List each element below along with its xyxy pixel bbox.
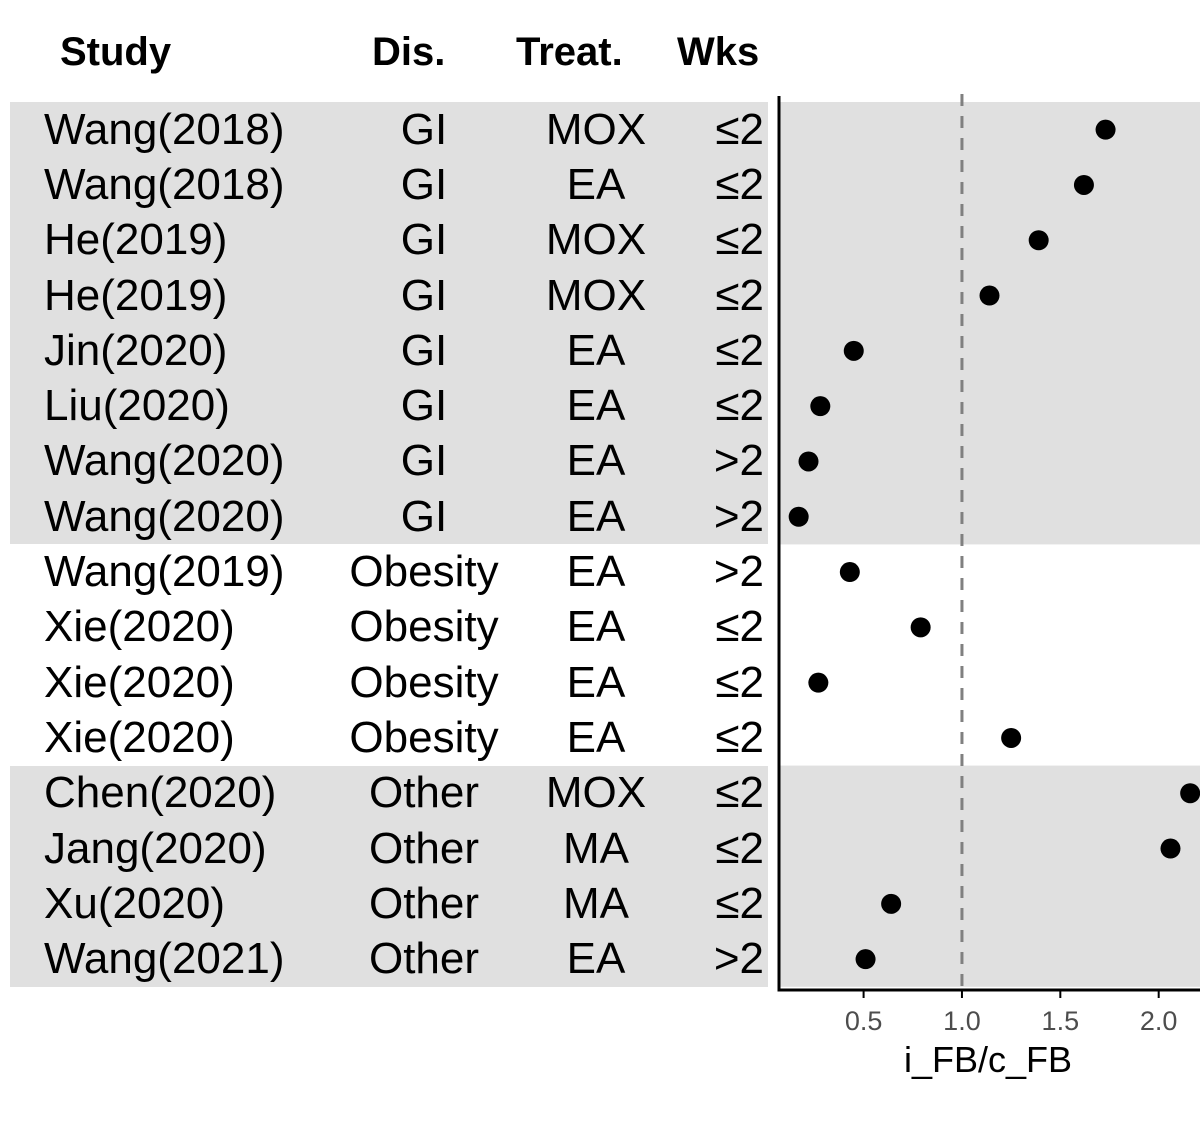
treatment-cell: EA [566,491,626,541]
weeks-cell: ≤2 [715,657,764,707]
study-cell: He(2019) [44,215,228,265]
study-cell: Wang(2018) [44,159,285,209]
header-treatment: Treat. [516,30,623,74]
treatment-cell: MA [563,878,629,928]
data-point [798,451,819,472]
study-cell: Chen(2020) [44,768,277,818]
treatment-cell: MOX [545,215,647,265]
treatment-cell: EA [566,381,626,431]
treatment-cell: EA [566,547,626,597]
plot-band-gi [779,102,1200,545]
treatment-cell: EA [566,325,626,375]
weeks-cell: >2 [713,491,764,541]
disease-cell: GI [400,325,448,375]
disease-cell: Other [368,768,480,818]
study-cell: Xie(2020) [44,602,235,652]
study-cell: Liu(2020) [44,381,230,431]
x-tick-label: 1.0 [943,1006,981,1036]
disease-cell: Other [368,878,480,928]
data-point [810,396,831,417]
weeks-cell: ≤2 [715,270,764,320]
treatment-cell: EA [566,657,626,707]
weeks-cell: ≤2 [715,823,764,873]
data-point [979,285,1000,306]
treatment-cell: EA [566,602,626,652]
weeks-cell: ≤2 [715,768,764,818]
weeks-cell: ≤2 [715,104,764,154]
data-point [1095,119,1116,140]
data-point [788,506,809,527]
treatment-cell: MOX [545,104,647,154]
disease-cell: GI [400,270,448,320]
study-cell: Wang(2021) [44,934,285,984]
data-point [1160,838,1181,859]
weeks-cell: >2 [713,547,764,597]
group-band-other [10,765,768,987]
weeks-cell: ≤2 [715,381,764,431]
disease-cell: Obesity [349,712,499,762]
data-point [881,893,902,914]
treatment-cell: EA [566,436,626,486]
weeks-cell: ≤2 [715,215,764,265]
weeks-cell: ≤2 [715,712,764,762]
study-cell: He(2019) [44,270,228,320]
disease-cell: GI [400,215,448,265]
data-point [1073,174,1094,195]
data-point [808,672,829,693]
disease-cell: Other [368,934,480,984]
weeks-cell: ≤2 [715,878,764,928]
study-cell: Jin(2020) [44,325,228,375]
treatment-cell: EA [566,159,626,209]
study-cell: Jang(2020) [44,823,267,873]
treatment-cell: EA [566,712,626,762]
header-weeks: Wks [677,30,760,74]
weeks-cell: ≤2 [715,325,764,375]
disease-cell: Other [368,823,480,873]
study-cell: Wang(2020) [44,436,285,486]
disease-cell: GI [400,381,448,431]
weeks-cell: >2 [713,436,764,486]
study-cell: Wang(2020) [44,491,285,541]
data-point [843,340,864,361]
x-tick-label: 2.0 [1140,1006,1178,1036]
study-cell: Xie(2020) [44,712,235,762]
group-band-gi [10,102,768,545]
data-point [910,617,931,638]
study-cell: Xu(2020) [44,878,226,928]
treatment-cell: MOX [545,768,647,818]
plot-band-other [779,765,1200,987]
x-tick-label: 1.5 [1042,1006,1080,1036]
data-point [1028,230,1049,251]
x-tick-label: 0.5 [845,1006,883,1036]
disease-cell: Obesity [349,657,499,707]
x-axis-label: i_FB/c_FB [904,1039,1072,1080]
data-point [1001,727,1022,748]
study-cell: Xie(2020) [44,657,235,707]
treatment-cell: EA [566,934,626,984]
disease-cell: GI [400,436,448,486]
header-study: Study [60,30,172,74]
disease-cell: Obesity [349,602,499,652]
data-point [839,562,860,583]
treatment-cell: MA [563,823,629,873]
disease-cell: GI [400,159,448,209]
weeks-cell: ≤2 [715,602,764,652]
weeks-cell: ≤2 [715,159,764,209]
disease-cell: GI [400,491,448,541]
disease-cell: GI [400,104,448,154]
disease-cell: Obesity [349,547,499,597]
study-cell: Wang(2018) [44,104,285,154]
header-disease: Dis. [372,30,446,74]
data-point [1180,783,1200,804]
study-cell: Wang(2019) [44,547,285,597]
treatment-cell: MOX [545,270,647,320]
data-point [855,949,876,970]
weeks-cell: >2 [713,934,764,984]
